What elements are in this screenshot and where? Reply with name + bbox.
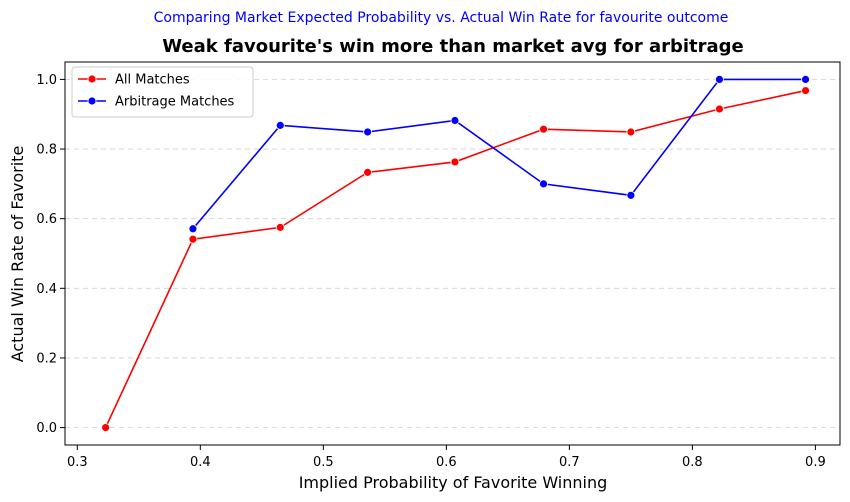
data-point [450,157,460,167]
legend-label: Arbitrage Matches [115,95,235,110]
gridlines [65,79,840,428]
data-point [188,224,198,234]
data-point [539,124,548,134]
data-point [363,127,373,137]
series-0 [101,86,810,432]
x-tick-label: 0.5 [313,455,334,470]
data-point [715,75,724,84]
y-tick-label: 0.6 [36,212,57,227]
plot-frame [64,61,841,446]
legend-label: All Matches [115,73,190,88]
x-axis-label: Implied Probability of Favorite Winning [299,473,608,492]
axes [64,61,841,446]
data-point [626,190,636,200]
data-point [801,75,810,84]
legend-marker [87,74,97,84]
data-point [450,116,460,125]
data-point [801,86,810,95]
data-point [715,104,724,114]
data-point [626,127,636,137]
data-point [539,179,548,189]
data-point [363,167,373,177]
x-tick-label: 0.7 [559,455,580,470]
x-tick-label: 0.6 [436,455,457,470]
ticks: 0.0 0.2 0.4 0.6 0.8 1.0 0.3 0.4 0.5 0.6 0.7 0.8 0.9 [36,73,825,470]
data-point [275,120,285,130]
x-tick-label: 0.4 [190,455,211,470]
legend-marker [87,96,97,106]
chart-title: Weak favourite's win more than market av… [162,36,744,57]
legend: All Matches Arbitrage Matches [71,66,254,118]
data-point [188,234,198,244]
data-point [101,423,110,432]
y-tick-label: 0.8 [36,143,57,158]
y-tick-label: 0.2 [36,351,57,366]
series-1 [188,75,810,234]
x-tick-label: 0.9 [805,455,826,470]
x-tick-label: 0.3 [67,455,88,470]
x-tick-label: 0.8 [682,455,703,470]
y-tick-label: 0.0 [36,421,57,436]
data-point [275,222,285,232]
chart-suptitle: Comparing Market Expected Probability vs… [154,10,729,26]
legend-box [71,66,254,118]
series-line [192,78,806,230]
series-lines [101,75,810,432]
y-tick-label: 0.4 [36,282,57,297]
series-line [104,89,806,428]
y-tick-label: 1.0 [36,73,57,88]
y-axis-label: Actual Win Rate of Favorite [8,146,27,363]
